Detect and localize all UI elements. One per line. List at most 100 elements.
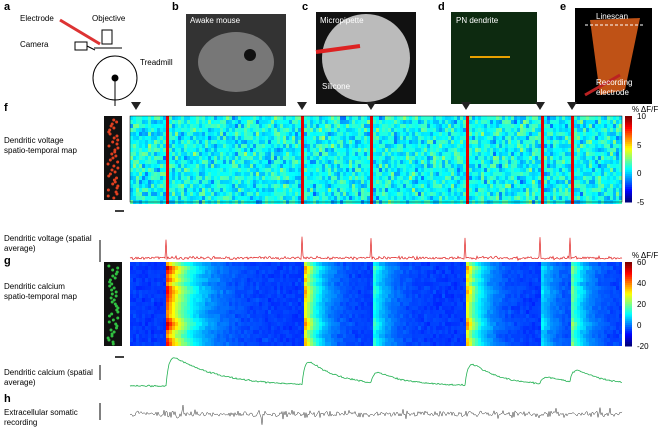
pixel (553, 164, 556, 168)
pixel (520, 270, 523, 274)
pixel (343, 172, 346, 176)
pixel (502, 116, 505, 120)
pixel (613, 262, 616, 266)
pixel (598, 184, 601, 188)
pixel (241, 132, 244, 136)
pixel (607, 128, 610, 132)
pixel (136, 132, 139, 136)
pixel (289, 290, 292, 294)
pixel (271, 290, 274, 294)
pixel (616, 286, 619, 290)
pixel (508, 270, 511, 274)
pixel (385, 132, 388, 136)
pixel (427, 140, 430, 144)
pixel (541, 180, 544, 184)
pixel (568, 176, 571, 180)
pixel (274, 176, 277, 180)
pixel (160, 140, 163, 144)
pixel (325, 262, 328, 266)
pixel (574, 148, 577, 152)
pixel (163, 168, 166, 172)
pixel (460, 266, 463, 270)
pixel (532, 124, 535, 128)
pixel (319, 286, 322, 290)
pixel (277, 274, 280, 278)
pixel (520, 124, 523, 128)
pixel (340, 192, 343, 196)
pixel (400, 160, 403, 164)
pixel (577, 192, 580, 196)
pixel (601, 180, 604, 184)
pixel (586, 156, 589, 160)
pixel (364, 148, 367, 152)
pixel (157, 184, 160, 188)
pixel (559, 176, 562, 180)
pixel (451, 274, 454, 278)
pixel (484, 188, 487, 192)
pixel (421, 270, 424, 274)
pixel (307, 172, 310, 176)
pixel (571, 120, 574, 124)
pixel (523, 144, 526, 148)
pixel (439, 160, 442, 164)
pixel (496, 196, 499, 200)
pixel (205, 266, 208, 270)
pixel (175, 172, 178, 176)
pixel (346, 160, 349, 164)
pixel (547, 132, 550, 136)
pixel (562, 188, 565, 192)
pixel (613, 124, 616, 128)
pixel (265, 164, 268, 168)
pixel (199, 136, 202, 140)
pixel (469, 286, 472, 290)
pixel (349, 116, 352, 120)
pixel (412, 196, 415, 200)
pixel (523, 266, 526, 270)
pixel (382, 286, 385, 290)
pixel (355, 196, 358, 200)
pixel (442, 124, 445, 128)
pixel (145, 282, 148, 286)
pixel (352, 196, 355, 200)
pixel (547, 192, 550, 196)
pixel (259, 148, 262, 152)
pixel (343, 148, 346, 152)
pixel (370, 196, 373, 200)
pixel (193, 136, 196, 140)
pixel (166, 168, 169, 172)
pixel (466, 168, 469, 172)
pixel (577, 132, 580, 136)
pixel (538, 184, 541, 188)
pixel (190, 120, 193, 124)
pixel (391, 274, 394, 278)
pixel (370, 160, 373, 164)
pixel (577, 290, 580, 294)
pixel (568, 180, 571, 184)
pixel (562, 120, 565, 124)
pixel (307, 184, 310, 188)
pixel (433, 270, 436, 274)
pixel (439, 140, 442, 144)
pixel (250, 262, 253, 266)
pixel (313, 192, 316, 196)
pixel (214, 286, 217, 290)
pixel (289, 160, 292, 164)
pixel (268, 164, 271, 168)
pixel (214, 116, 217, 120)
pixel (229, 120, 232, 124)
pixel (589, 172, 592, 176)
pixel (574, 266, 577, 270)
pixel (280, 152, 283, 156)
pixel (154, 120, 157, 124)
pixel (538, 278, 541, 282)
pixel (160, 160, 163, 164)
pixel (277, 132, 280, 136)
pixel (619, 168, 622, 172)
pixel (451, 140, 454, 144)
pixel (376, 160, 379, 164)
pixel (226, 132, 229, 136)
pixel (493, 132, 496, 136)
pixel (430, 282, 433, 286)
pixel (400, 286, 403, 290)
pixel (199, 266, 202, 270)
